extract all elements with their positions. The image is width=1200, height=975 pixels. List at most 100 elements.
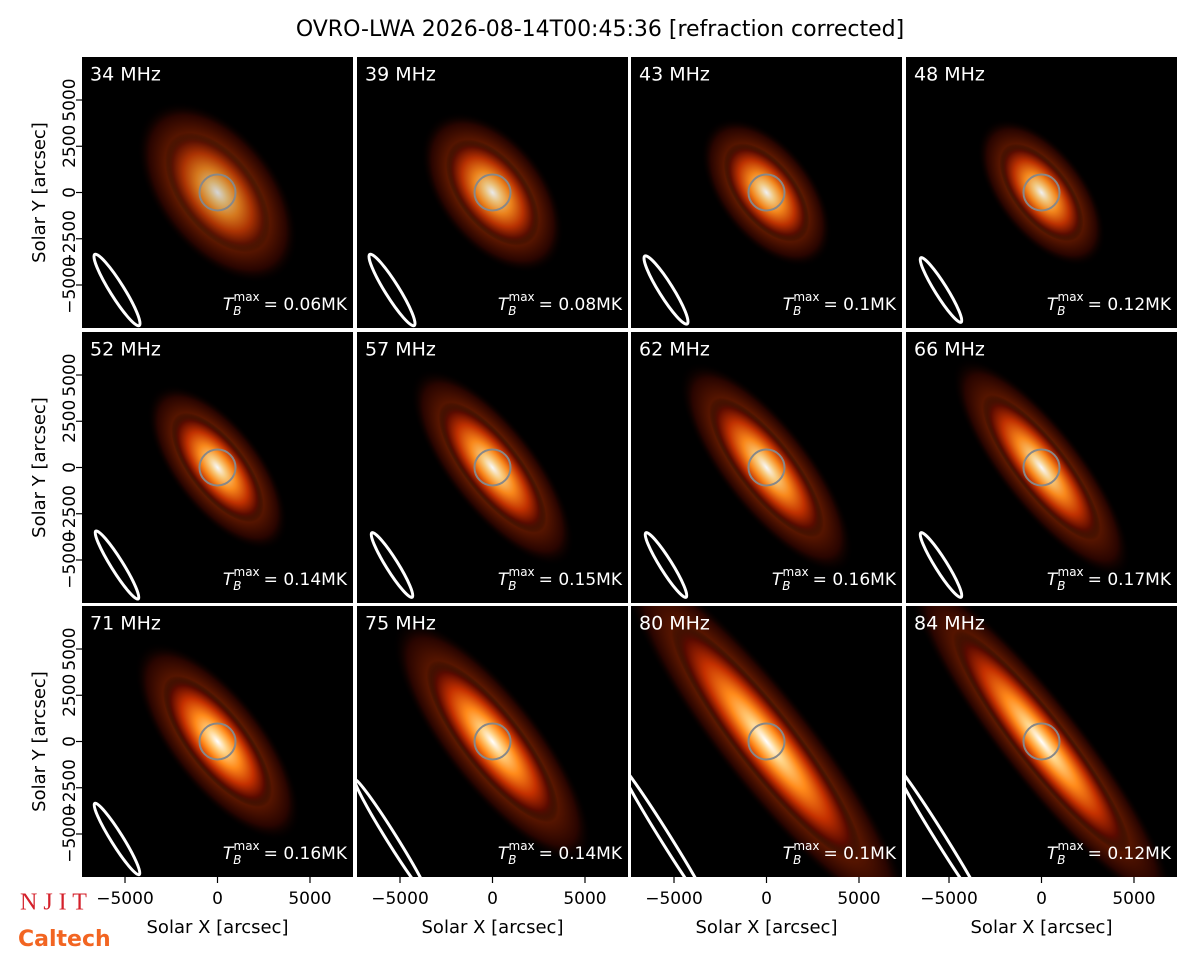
x-tick-label: 5000 [563, 889, 606, 909]
annotation-symbol: T [1047, 570, 1059, 590]
emission [165, 132, 270, 253]
x-axis-label: Solar X [arcsec] [147, 917, 289, 938]
annotation-subscript: B [508, 304, 516, 318]
beam [369, 531, 415, 599]
annotation-symbol: T [223, 570, 235, 590]
y-tick-label: 5000 [60, 78, 80, 121]
annotation-subscript: B [1057, 579, 1065, 593]
emission [723, 143, 810, 242]
solar-disk [198, 722, 237, 761]
y-tick-label: 2500 [60, 674, 80, 717]
emission [709, 397, 824, 538]
solar-disk [198, 173, 237, 212]
annotation-superscript: max [793, 290, 819, 304]
annotation-symbol: T [1047, 295, 1059, 315]
annotation-text: = 0.12MK [1088, 844, 1172, 864]
panel [82, 332, 353, 603]
annotation: TBmax = 0.12MK [1047, 839, 1172, 867]
y-axis-label: Solar Y [arcsec] [29, 671, 50, 812]
emission [671, 621, 862, 862]
y-tick-label: −2500 [60, 210, 80, 268]
panel [906, 57, 1177, 328]
annotation: TBmax = 0.08MK [498, 290, 623, 318]
panel [631, 57, 902, 328]
solar-disk [747, 173, 786, 212]
y-axis-label: Solar Y [arcsec] [29, 122, 50, 263]
annotation-superscript: max [793, 839, 819, 853]
y-tick-label: 0 [60, 187, 80, 198]
annotation-text: = 0.1MK [824, 844, 897, 864]
emission [426, 660, 559, 823]
panel [82, 57, 353, 328]
annotation-symbol: T [783, 295, 795, 315]
annotation-superscript: max [234, 565, 260, 579]
x-tick-label: −5000 [371, 889, 429, 909]
annotation-symbol: T [772, 570, 784, 590]
y-tick-label: 0 [60, 462, 80, 473]
annotation-superscript: max [1058, 839, 1084, 853]
annotation-symbol: T [783, 844, 795, 864]
emission [445, 139, 540, 246]
annotation-subscript: B [793, 304, 801, 318]
annotation-subscript: B [1057, 304, 1065, 318]
annotation-subscript: B [1057, 853, 1065, 867]
annotation-subscript: B [508, 853, 516, 867]
annotation: TBmax = 0.17MK [1047, 565, 1172, 593]
beam [93, 529, 141, 601]
annotation-symbol: T [498, 570, 510, 590]
x-tick-label: 5000 [288, 889, 331, 909]
beam [367, 252, 417, 328]
y-axis-label: Solar Y [arcsec] [29, 397, 50, 538]
y-tick-label: −5000 [60, 531, 80, 589]
annotation: TBmax = 0.16MK [772, 565, 897, 593]
annotation-symbol: T [223, 844, 235, 864]
panel-title: 71 MHz [90, 613, 161, 635]
beam [92, 801, 142, 877]
annotation-superscript: max [783, 565, 809, 579]
y-tick-label: 2500 [60, 125, 80, 168]
y-tick-label: 5000 [60, 353, 80, 396]
x-axis-label: Solar X [arcsec] [422, 917, 564, 938]
solar-disk [473, 448, 512, 487]
panel-title: 39 MHz [365, 64, 436, 86]
x-tick-label: 5000 [837, 889, 880, 909]
x-tick-label: −5000 [920, 889, 978, 909]
panel [357, 57, 628, 328]
solar-disk [473, 722, 512, 761]
panel-title: 80 MHz [639, 613, 710, 635]
panel-title: 84 MHz [914, 613, 985, 635]
solar-disk [1022, 722, 1061, 761]
x-tick-label: 0 [1036, 889, 1047, 909]
beam [906, 761, 991, 877]
panel-title: 66 MHz [914, 339, 985, 361]
annotation-text: = 0.15MK [539, 570, 623, 590]
beam [631, 761, 716, 877]
annotation-text: = 0.16MK [813, 570, 897, 590]
solar-disk [473, 173, 512, 212]
annotation: TBmax = 0.16MK [223, 839, 348, 867]
annotation-superscript: max [509, 290, 535, 304]
logo-njit: N J I T [20, 890, 87, 916]
panel [906, 332, 1177, 603]
annotation-subscript: B [233, 304, 241, 318]
annotation-subscript: B [793, 853, 801, 867]
logo-caltech: Caltech [18, 927, 111, 952]
emission [438, 402, 547, 533]
panel-title: 48 MHz [914, 64, 985, 86]
y-tick-label: 0 [60, 736, 80, 747]
annotation-text: = 0.14MK [539, 844, 623, 864]
annotation-symbol: T [1047, 844, 1059, 864]
solar-disk [1022, 173, 1061, 212]
solar-disk [1022, 448, 1061, 487]
beam [92, 252, 142, 328]
annotation-symbol: T [498, 844, 510, 864]
y-tick-label: 5000 [60, 627, 80, 670]
panel [357, 332, 628, 603]
annotation-text: = 0.16MK [264, 844, 348, 864]
annotation-text: = 0.06MK [264, 295, 348, 315]
annotation: TBmax = 0.14MK [498, 839, 623, 867]
x-axis-label: Solar X [arcsec] [696, 917, 838, 938]
emission [171, 412, 264, 523]
solar-disk [747, 448, 786, 487]
